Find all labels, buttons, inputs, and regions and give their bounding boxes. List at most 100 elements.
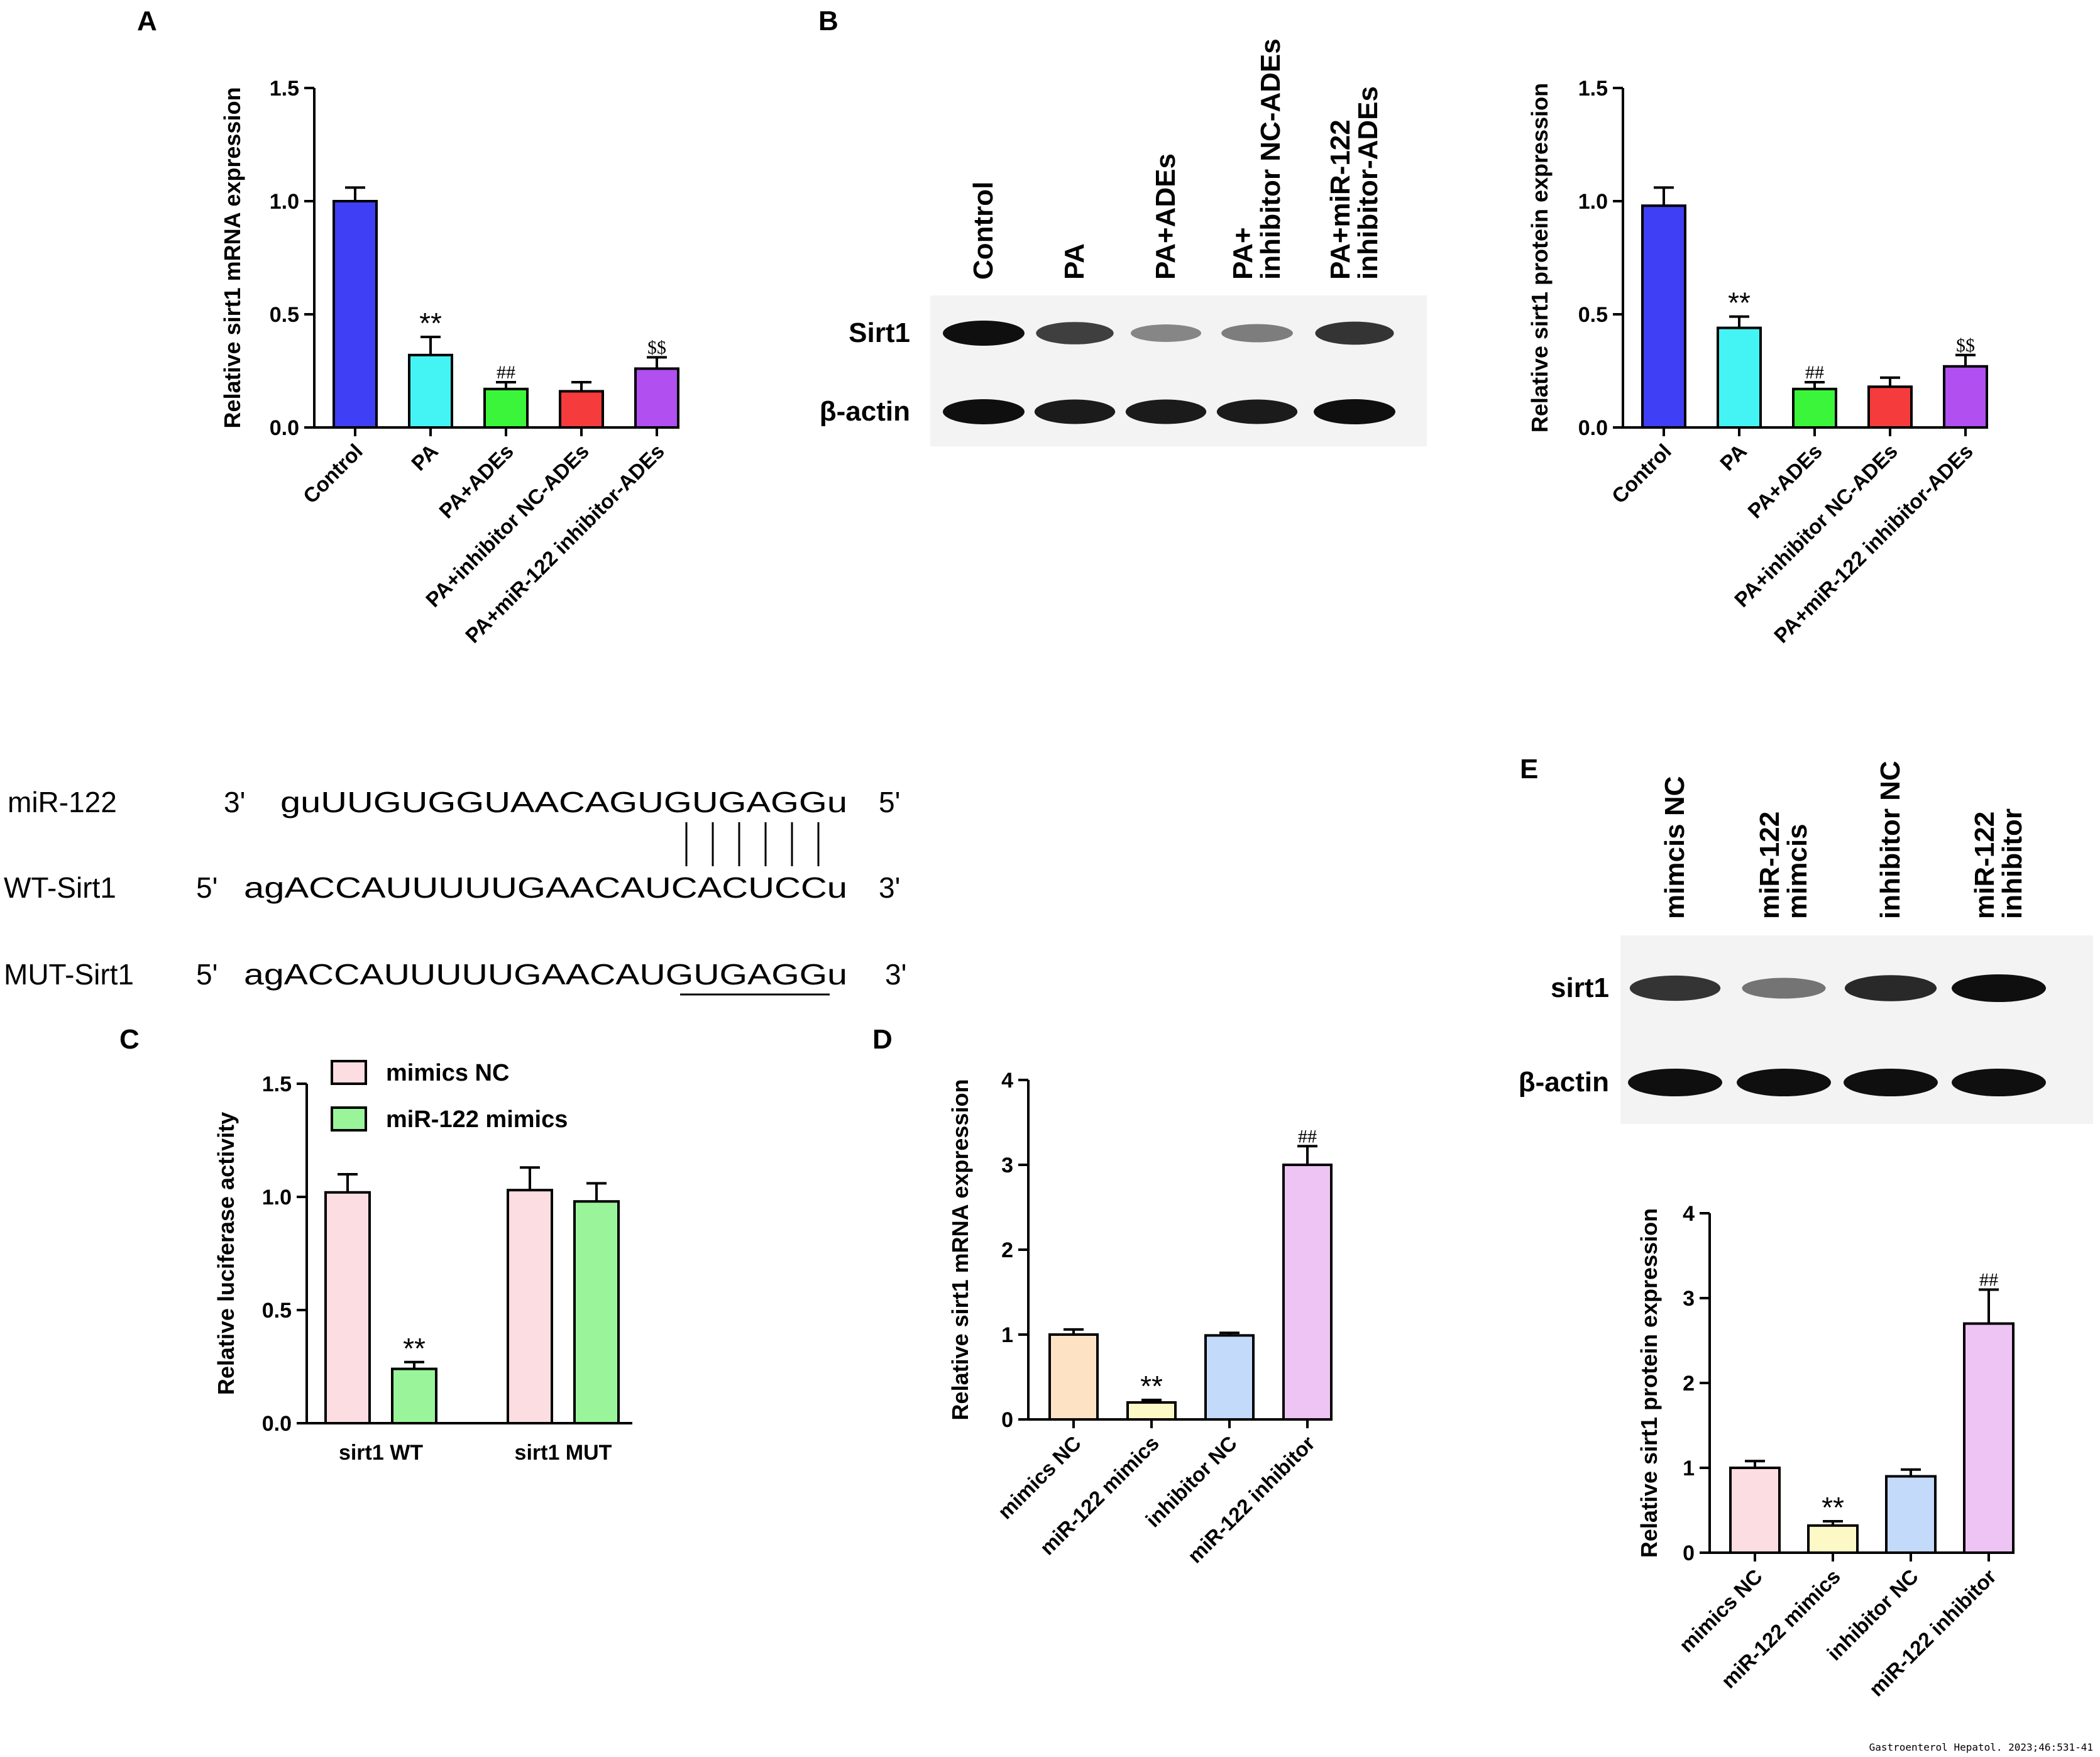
x-tick-label-C: sirt1 WT [339, 1441, 423, 1465]
bar-A [559, 390, 604, 429]
bar-C [324, 1191, 371, 1425]
blot-band [1034, 399, 1116, 424]
bar-C [573, 1200, 620, 1424]
seq-end-mir122-left: 3' [224, 786, 245, 818]
bar-A [333, 200, 378, 429]
significance-mark-E: ** [1822, 1491, 1844, 1524]
blot-lane-label: mimcis [1782, 823, 1813, 919]
bar-B [1717, 326, 1762, 429]
bar-E [1807, 1524, 1859, 1555]
y-tick-label-E: 3 [1683, 1287, 1695, 1311]
blot-row-label: Sirt1 [849, 317, 910, 348]
bar-C [507, 1189, 553, 1424]
y-axis-label-A: Relative sirt1 mRNA expression [219, 87, 245, 429]
blot-band [1952, 974, 2046, 1002]
y-axis-label-D: Relative sirt1 mRNA expression [947, 1079, 973, 1421]
y-tick-label-C: 0.0 [262, 1412, 292, 1436]
y-tick-label-C: 1.5 [262, 1072, 292, 1096]
blot-lane-label: PA+miR-122 [1325, 119, 1356, 280]
significance-mark-E: ## [1979, 1270, 1998, 1291]
y-tick-label-D: 0 [1001, 1408, 1013, 1432]
base-pair-lines [685, 822, 820, 866]
bar-B [1641, 204, 1686, 429]
seq-name-wt: WT-Sirt1 [4, 871, 116, 904]
significance-mark-A: ## [497, 362, 515, 383]
blot-row-label: β-actin [1519, 1067, 1609, 1098]
footer-citation: Gastroenterol Hepatol. 2023;46:531-41 [1869, 1741, 2093, 1753]
seq-text-mir122: guUUGUGGUAACAGUGUGAGGu [280, 786, 847, 818]
y-axis-label-E: Relative sirt1 protein expression [1636, 1208, 1662, 1558]
bar-B [1867, 385, 1913, 429]
panel-label-e: E [1520, 754, 1538, 785]
blot-band [1952, 1069, 2046, 1096]
y-tick-label-D: 4 [1001, 1069, 1013, 1093]
legend-swatch-C [331, 1106, 367, 1132]
panel-label-c: C [119, 1024, 140, 1055]
significance-mark-A: $$ [647, 337, 666, 358]
y-tick-label-E: 2 [1683, 1372, 1695, 1396]
blot-band [1314, 399, 1395, 424]
blot-band [1036, 322, 1114, 344]
blot-lane-label: inhibitor NC [1875, 761, 1906, 919]
bar-D [1282, 1164, 1333, 1421]
blot-lane-label: PA+ADEs [1150, 153, 1181, 280]
y-tick-label-E: 1 [1683, 1457, 1695, 1480]
blot-band [943, 399, 1025, 424]
seq-end-wt-left: 5' [196, 871, 217, 904]
blot-band [1844, 1069, 1938, 1096]
bar-B [1943, 365, 1988, 429]
chart-c: 0.0 0.5 1.0 1.5 Relative luciferase activity… [213, 1060, 632, 1465]
y-axis-label-C: Relative luciferase activity [213, 1112, 239, 1395]
bar-D [1126, 1401, 1177, 1421]
blot-band [1125, 399, 1207, 424]
y-tick-label-E: 4 [1683, 1202, 1695, 1226]
blot-lane-label: PA [1059, 243, 1090, 280]
western-blot-b: Sirt1 β-actin Control PA PA+ADEs PA+inhibitor… [820, 38, 1427, 446]
blot-lane-label: inhibitor [1997, 808, 2028, 919]
blot-lane-label: PA+ [1228, 227, 1258, 280]
legend-label-C: mimics NC [386, 1060, 509, 1086]
significance-mark-D: ## [1298, 1126, 1317, 1147]
blot-lane-label: Control [968, 182, 999, 280]
blot-row-label: β-actin [820, 396, 910, 427]
seq-text-wt: agACCAUUUUUGAACAUCACUCCu [244, 871, 847, 904]
blot-band [1737, 1069, 1831, 1096]
blot-band [1629, 975, 1721, 1001]
y-tick-label-C: 1.0 [262, 1186, 292, 1209]
blot-background [1620, 935, 2093, 1124]
blot-band [1742, 978, 1826, 999]
significance-mark-C: ** [403, 1332, 426, 1365]
seq-end-mut-right: 3' [885, 958, 906, 991]
blot-band [1221, 324, 1293, 343]
bar-A [408, 353, 453, 429]
significance-mark-D: ** [1140, 1370, 1163, 1402]
seq-name-mut: MUT-Sirt1 [4, 958, 134, 991]
legend-swatch-C [331, 1060, 367, 1085]
seq-name-mir122: miR-122 [8, 786, 117, 818]
y-tick-label-A: 1.5 [270, 77, 299, 101]
panel-label-a: A [137, 6, 157, 36]
y-tick-label-B: 1.5 [1578, 77, 1608, 101]
y-tick-label-D: 1 [1001, 1323, 1013, 1347]
bar-E [1963, 1322, 2015, 1554]
blot-band [1628, 1069, 1722, 1096]
sequence-alignment: miR-122 3' guUUGUGGUAACAGUGUGAGGu 5' WT-… [4, 786, 906, 996]
y-tick-label-E: 0 [1683, 1541, 1695, 1565]
blot-band [943, 321, 1025, 346]
bar-B [1792, 387, 1837, 429]
seq-text-mut: agACCAUUUUUGAACAUGUGAGGu [244, 958, 847, 991]
blot-band [1844, 975, 1937, 1001]
bar-D [1204, 1334, 1255, 1421]
y-tick-label-A: 0.5 [270, 303, 299, 327]
bar-E [1729, 1467, 1781, 1554]
blot-band [1216, 399, 1298, 424]
blot-lane-label: inhibitor NC-ADEs [1255, 38, 1286, 280]
y-tick-label-B: 0.5 [1578, 303, 1608, 327]
blot-lane-label: mimcis NC [1659, 776, 1690, 919]
seq-end-mut-left: 5' [196, 958, 217, 991]
bar-C [391, 1367, 437, 1425]
y-tick-label-A: 1.0 [270, 190, 299, 214]
blot-row-label: sirt1 [1551, 972, 1609, 1003]
